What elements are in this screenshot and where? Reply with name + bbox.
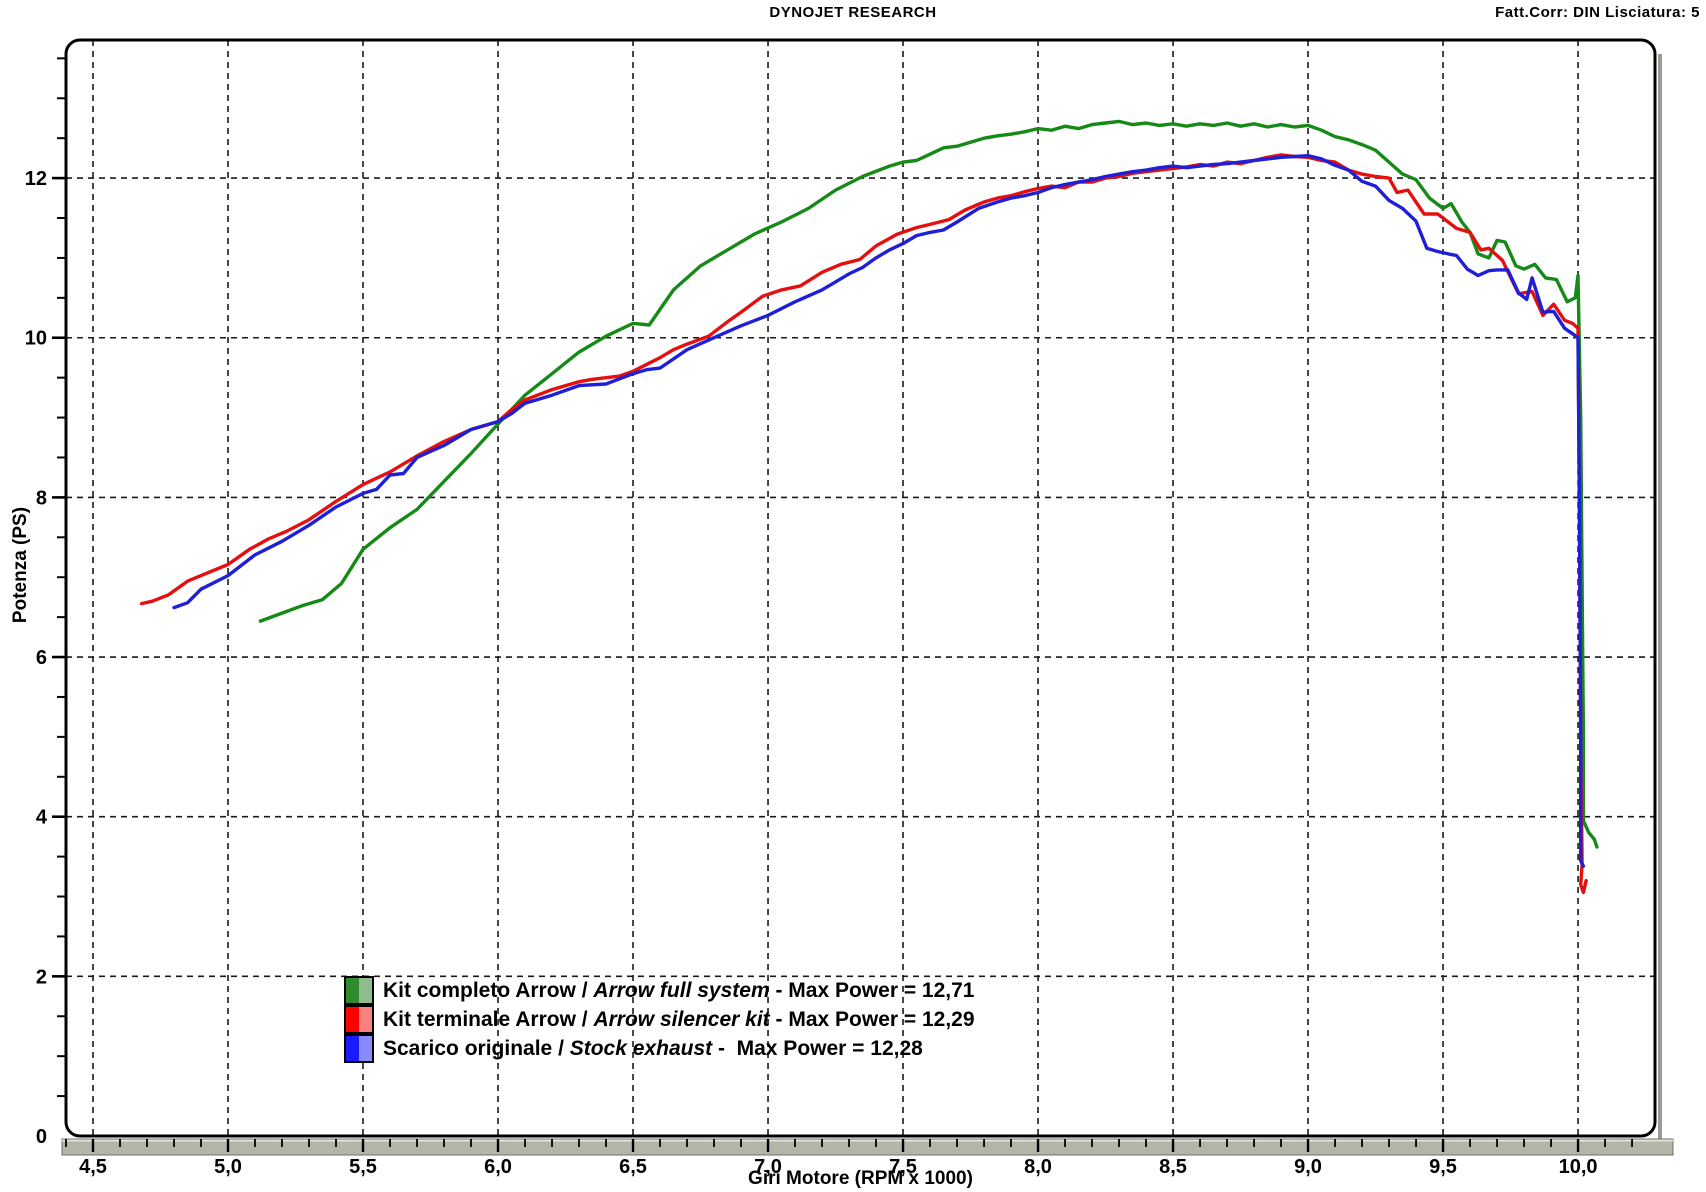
correction-factor-label: Fatt.Corr: DIN Lisciatura: 5 (1495, 4, 1700, 21)
x-tick-label: 10,0 (1559, 1156, 1598, 1178)
curve-arrow-full-system (258, 119, 1599, 849)
legend-swatch-green (344, 976, 374, 1005)
x-tick-label: 5,5 (349, 1156, 377, 1178)
legend-max-power: - Max Power = 12,29 (769, 1007, 975, 1031)
x-tick-label: 9,0 (1294, 1156, 1322, 1178)
x-tick-label: 6,0 (484, 1156, 512, 1178)
legend: Kit completo Arrow / Arrow full system -… (344, 976, 975, 1063)
legend-label-silencer-kit: Kit terminale Arrow / Arrow silencer kit… (383, 1008, 975, 1032)
legend-text-plain: Kit terminale Arrow / (383, 1007, 594, 1031)
legend-text-italic: Arrow silencer kit (593, 1007, 770, 1031)
page-title: DYNOJET RESEARCH (769, 4, 937, 21)
y-tick-label: 8 (36, 487, 47, 509)
y-tick-label: 2 (36, 966, 47, 988)
curve-stock-exhaust (172, 153, 1586, 868)
y-tick-label: 4 (36, 807, 48, 829)
legend-text-italic: Stock exhaust (569, 1036, 713, 1060)
x-tick-label: 7,0 (754, 1156, 782, 1178)
y-axis-title: Potenza (PS) (10, 506, 31, 624)
legend-label-stock-exhaust: Scarico originale / Stock exhaust - Max … (383, 1037, 923, 1061)
legend-max-power: - Max Power = 12,71 (769, 978, 975, 1002)
x-axis-title: Giri Motore (RPM x 1000) (748, 1168, 973, 1189)
x-tick-label: 5,0 (214, 1156, 242, 1178)
legend-swatch-blue (344, 1034, 374, 1063)
plot-frame (64, 38, 1657, 1138)
legend-row-stock-exhaust: Scarico originale / Stock exhaust - Max … (344, 1034, 975, 1063)
legend-swatch-red (344, 1005, 374, 1034)
legend-max-power: - Max Power = 12,28 (712, 1036, 923, 1060)
x-tick-label: 9,5 (1429, 1156, 1457, 1178)
y-tick-label: 10 (25, 328, 47, 350)
x-tick-label: 7,5 (889, 1156, 917, 1178)
x-tick-label: 8,0 (1024, 1156, 1052, 1178)
y-tick-label: 6 (36, 647, 47, 669)
legend-row-full-system: Kit completo Arrow / Arrow full system -… (344, 976, 975, 1005)
y-tick-label: 0 (36, 1126, 47, 1148)
x-tick-label: 8,5 (1159, 1156, 1187, 1178)
x-tick-label: 4,5 (79, 1156, 107, 1178)
legend-row-silencer-kit: Kit terminale Arrow / Arrow silencer kit… (344, 1005, 975, 1034)
legend-text-plain: Scarico originale / (383, 1036, 570, 1060)
legend-text-plain: Kit completo Arrow / (383, 978, 594, 1002)
x-tick-label: 6,5 (619, 1156, 647, 1178)
y-tick-label: 12 (25, 168, 47, 190)
legend-label-full-system: Kit completo Arrow / Arrow full system -… (383, 979, 974, 1003)
legend-text-italic: Arrow full system (593, 978, 770, 1002)
x-axis-bar (61, 1138, 1674, 1156)
